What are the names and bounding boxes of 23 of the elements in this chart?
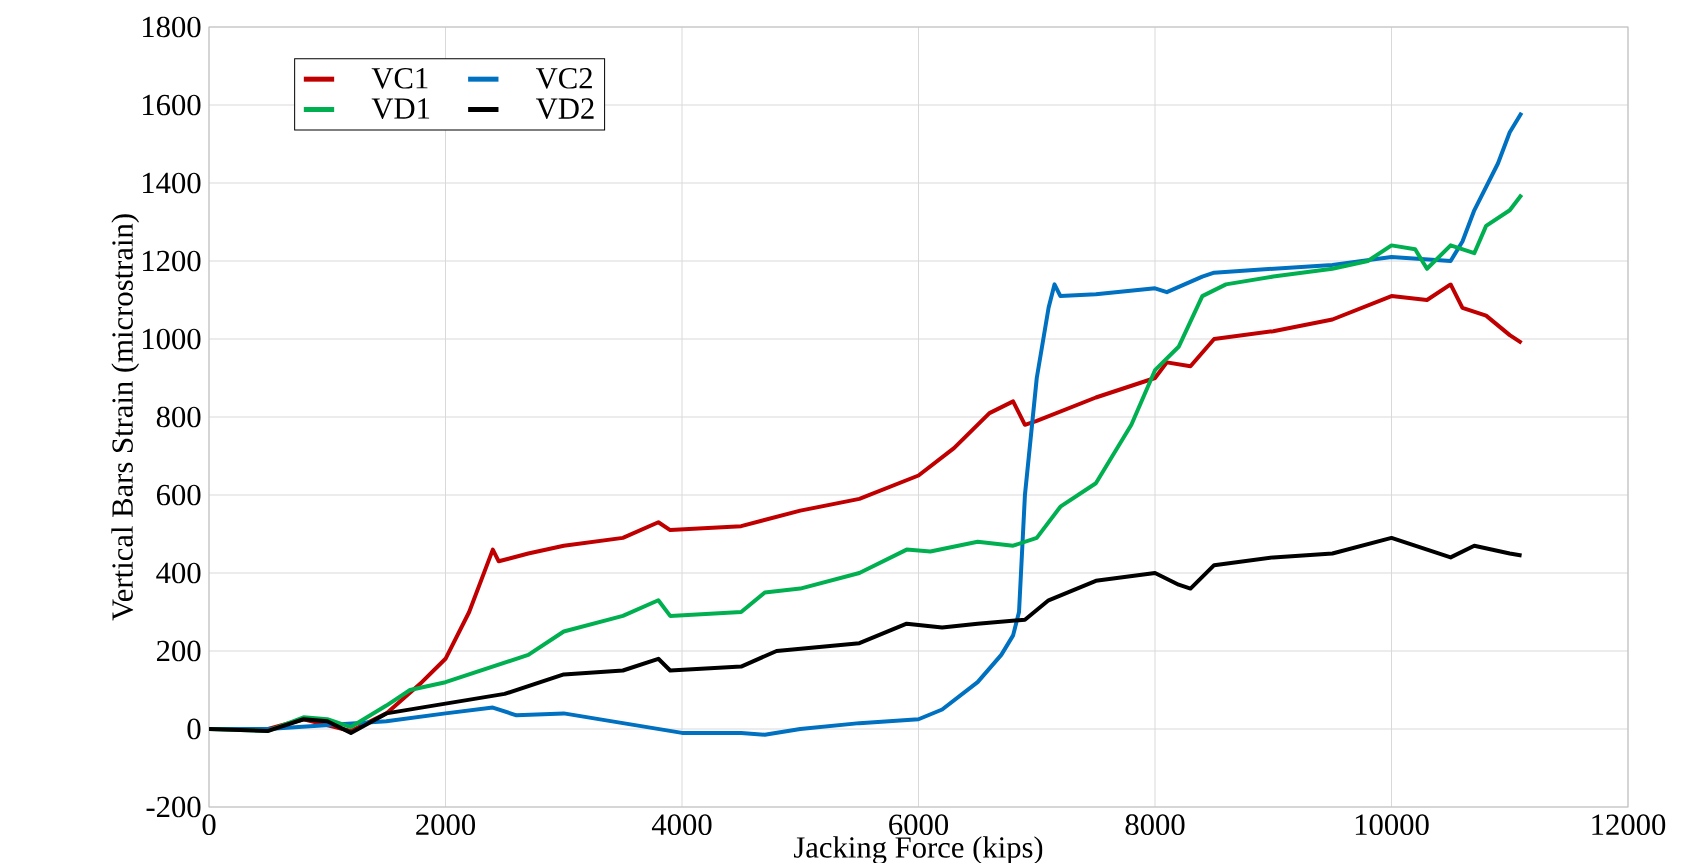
x-tick-label: 6000	[889, 814, 949, 836]
y-tick-label: 1000	[143, 328, 201, 350]
y-tick-label: 1600	[143, 94, 201, 116]
y-tick-label: 600	[156, 484, 201, 506]
y-tick-label: 400	[156, 562, 201, 584]
y-tick-label: -200	[146, 796, 201, 818]
legend-label: VC1	[371, 68, 428, 89]
legend-label: VC2	[535, 68, 592, 89]
x-tick-label: 2000	[416, 814, 476, 836]
y-tick-label: 1800	[143, 16, 201, 38]
x-tick-label: 8000	[1125, 814, 1185, 836]
x-tick-label: 12000	[1592, 814, 1666, 836]
y-axis-title: Vertical Bars Strain (microstrain)	[111, 214, 140, 621]
y-tick-label: 800	[156, 406, 201, 428]
y-tick-label: 200	[156, 640, 201, 662]
x-tick-label: 4000	[651, 814, 712, 836]
y-tick-label: 1400	[143, 172, 201, 194]
legend-label: VD1	[371, 98, 430, 120]
legend-label: VD2	[535, 98, 594, 120]
y-tick-label: 0	[187, 718, 201, 740]
x-tick-label: 10000	[1355, 814, 1429, 836]
x-tick-label: 0	[202, 814, 216, 836]
y-tick-label: 1200	[143, 250, 201, 272]
